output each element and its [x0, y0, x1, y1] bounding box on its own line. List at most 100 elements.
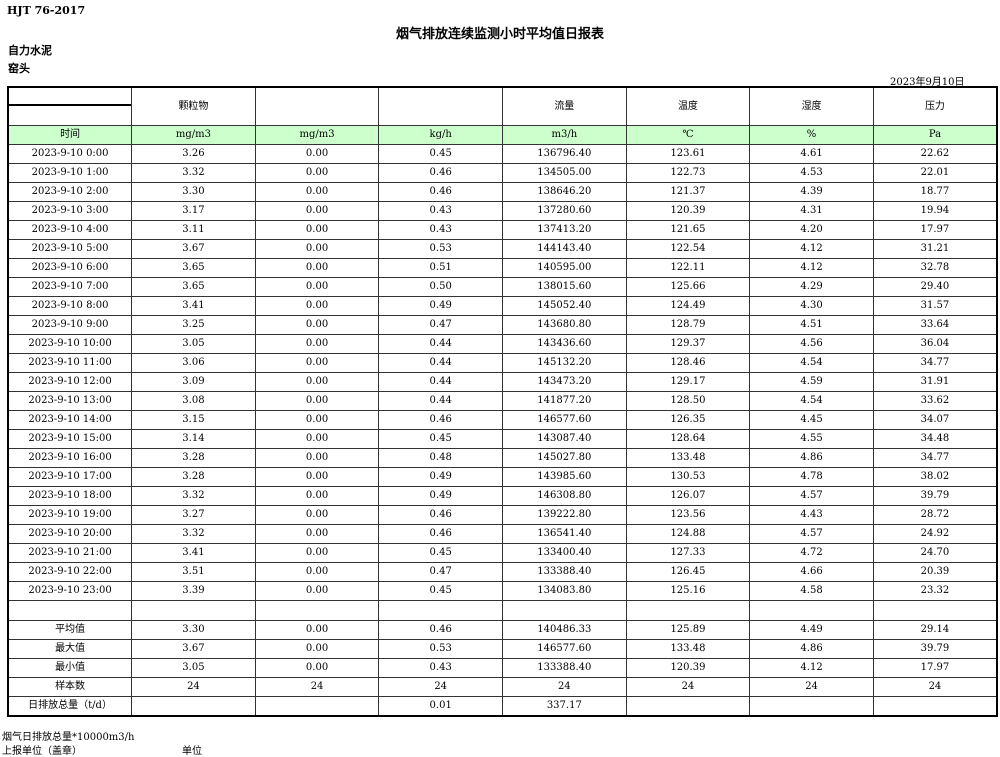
data-row-cell: 4.54 [749, 391, 874, 411]
column-name-row: 颗粒物 流量 温度 湿度 压力 [7, 86, 998, 126]
column-name-row-cell: 温度 [625, 86, 751, 126]
summary-row-cell: 24 [872, 677, 998, 697]
data-row-cell: 0.44 [378, 334, 503, 354]
data-row-cell: 143087.40 [502, 429, 627, 449]
data-row-cell: 4.56 [749, 334, 874, 354]
data-row: 2023-9-10 23:00 3.39 0.00 0.45 134083.80 125.… [7, 581, 998, 601]
data-row-cell: 2023-9-10 1:00 [7, 163, 133, 183]
data-row-cell: 0.00 [254, 372, 380, 392]
unit-row-cell: % [749, 125, 874, 145]
summary-row-cell: 0.46 [378, 620, 503, 640]
data-row-cell: 0.46 [378, 505, 503, 525]
data-row-cell: 0.47 [378, 315, 503, 335]
data-row-cell: 133388.40 [502, 562, 627, 582]
data-row-cell: 123.61 [625, 144, 751, 164]
data-row-cell: 4.12 [749, 239, 874, 259]
data-row-cell: 0.46 [378, 163, 503, 183]
data-row-cell: 4.31 [749, 201, 874, 221]
summary-row-cell [131, 696, 256, 717]
data-row-cell: 0.00 [254, 220, 380, 240]
data-row-cell: 125.16 [625, 581, 751, 601]
summary-row-cell: 0.01 [378, 696, 503, 717]
data-row-cell: 0.53 [378, 239, 503, 259]
data-row-cell: 126.35 [625, 410, 751, 430]
data-row-cell: 3.28 [131, 467, 256, 487]
data-row-cell: 144143.40 [502, 239, 627, 259]
summary-row-cell: 24 [254, 677, 380, 697]
data-row-cell: 141877.20 [502, 391, 627, 411]
summary-row: 样本数 24 24 24 24 24 24 24 [7, 677, 998, 697]
report-title: 烟气排放连续监测小时平均值日报表 [395, 27, 604, 42]
data-row-cell: 33.64 [872, 315, 998, 335]
data-row-cell: 20.39 [872, 562, 998, 582]
column-name-row-cell [378, 86, 503, 126]
data-row-cell: 134083.80 [502, 581, 627, 601]
data-row-cell: 0.46 [378, 182, 503, 202]
data-row-cell: 3.08 [131, 391, 256, 411]
data-row-cell: 0.00 [254, 353, 380, 373]
summary-row: 日排放总量（t/d） 0.01 337.17 [7, 696, 998, 717]
data-row-cell: 4.55 [749, 429, 874, 449]
data-row-cell: 128.64 [625, 429, 751, 449]
data-row-cell: 3.26 [131, 144, 256, 164]
data-row-cell: 145052.40 [502, 296, 627, 316]
unit-row-cell: mg/m3 [131, 125, 256, 145]
data-row-cell: 4.66 [749, 562, 874, 582]
data-row-cell: 4.45 [749, 410, 874, 430]
summary-row-cell: 3.30 [131, 620, 256, 640]
data-row-cell: 0.48 [378, 448, 503, 468]
summary-row-cell: 平均值 [7, 620, 133, 640]
data-row-cell: 127.33 [625, 543, 751, 563]
data-row-cell: 2023-9-10 6:00 [7, 258, 133, 278]
data-row-cell: 0.00 [254, 315, 380, 335]
data-row-cell: 129.17 [625, 372, 751, 392]
data-row-cell: 0.00 [254, 505, 380, 525]
data-row-cell: 31.21 [872, 239, 998, 259]
data-row-cell: 3.25 [131, 315, 256, 335]
standard-code: HJT 76-2017 [7, 4, 86, 17]
data-row-cell: 2023-9-10 7:00 [7, 277, 133, 297]
data-row-cell: 4.43 [749, 505, 874, 525]
data-row-cell: 0.00 [254, 182, 380, 202]
data-row-cell: 4.59 [749, 372, 874, 392]
data-row-cell: 4.51 [749, 315, 874, 335]
blank-row-cell [872, 600, 998, 621]
monitoring-point: 窑头 [8, 62, 30, 75]
summary-row-cell: 0.00 [254, 639, 380, 659]
data-row-cell: 34.77 [872, 353, 998, 373]
data-row-cell: 4.39 [749, 182, 874, 202]
data-row-cell: 0.00 [254, 239, 380, 259]
data-row-cell: 3.41 [131, 296, 256, 316]
column-name-row-cell [7, 86, 133, 126]
summary-row-cell: 3.67 [131, 639, 256, 659]
data-row-cell: 122.54 [625, 239, 751, 259]
data-row-cell: 138646.20 [502, 182, 627, 202]
data-row-cell: 23.32 [872, 581, 998, 601]
data-row-cell: 33.62 [872, 391, 998, 411]
data-row: 2023-9-10 10:00 3.05 0.00 0.44 143436.60 129.… [7, 334, 998, 354]
data-row-cell: 4.61 [749, 144, 874, 164]
blank-row-cell [254, 600, 380, 621]
data-row-cell: 2023-9-10 5:00 [7, 239, 133, 259]
data-row-cell: 2023-9-10 13:00 [7, 391, 133, 411]
data-row: 2023-9-10 16:00 3.28 0.00 0.48 145027.80 133.… [7, 448, 998, 468]
unit-row-cell: 时间 [7, 125, 133, 145]
data-row-cell: 17.97 [872, 220, 998, 240]
data-row-cell: 0.00 [254, 581, 380, 601]
data-row-cell: 124.49 [625, 296, 751, 316]
data-row-cell: 4.86 [749, 448, 874, 468]
data-row-cell: 128.50 [625, 391, 751, 411]
data-row-cell: 4.12 [749, 258, 874, 278]
data-row-cell: 125.66 [625, 277, 751, 297]
data-row-cell: 3.32 [131, 524, 256, 544]
data-row-cell: 29.40 [872, 277, 998, 297]
data-row-cell: 122.11 [625, 258, 751, 278]
data-row-cell: 0.47 [378, 562, 503, 582]
data-row-cell: 0.50 [378, 277, 503, 297]
data-row-cell: 36.04 [872, 334, 998, 354]
data-row-cell: 143680.80 [502, 315, 627, 335]
data-row-cell: 19.94 [872, 201, 998, 221]
report-table: 颗粒物 流量 温度 湿度 压力 时间 mg/m3 mg/m3 kg/h m3/h ℃% Pa 2023-… [7, 86, 998, 717]
data-row-cell: 0.00 [254, 562, 380, 582]
data-row-cell: 4.78 [749, 467, 874, 487]
